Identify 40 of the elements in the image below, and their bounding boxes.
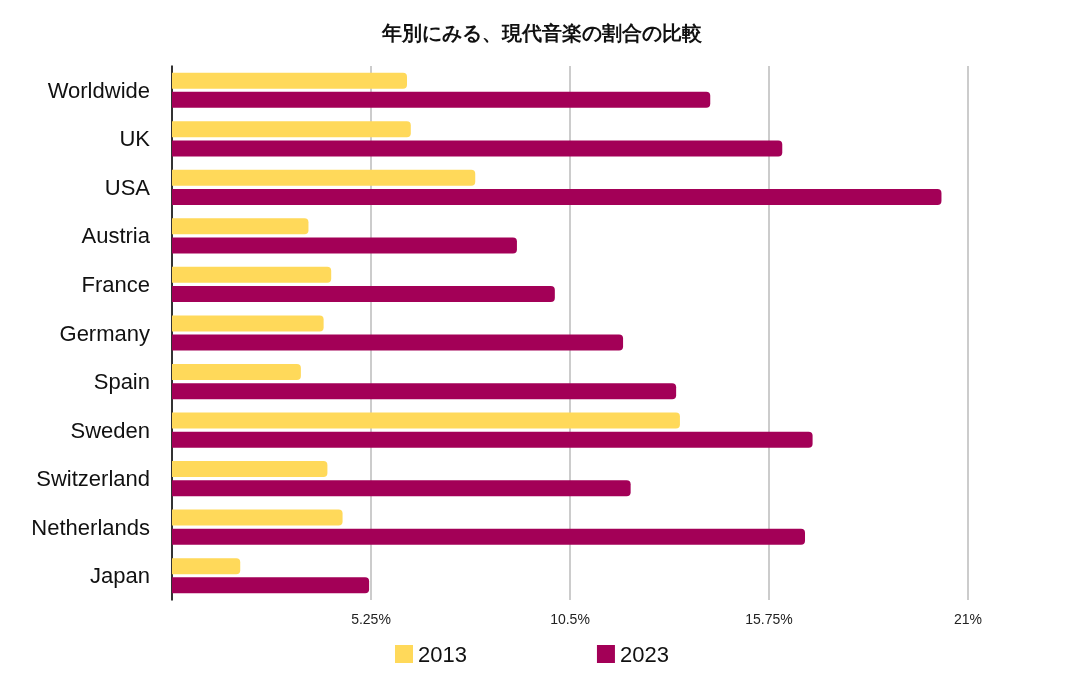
bar xyxy=(172,91,711,108)
bar xyxy=(172,72,408,89)
y-tick-label: Austria xyxy=(81,223,151,249)
legend-label: 2013 xyxy=(418,641,467,667)
bar xyxy=(172,412,680,429)
bar xyxy=(172,218,309,235)
legend-label: 2023 xyxy=(619,641,669,667)
bar xyxy=(172,121,411,138)
y-tick-label: France xyxy=(81,271,150,297)
bar xyxy=(172,480,631,497)
bar xyxy=(172,169,476,186)
bar xyxy=(172,237,517,254)
x-tick-label: 21% xyxy=(953,611,983,627)
bar xyxy=(172,431,813,448)
chart-title: 年別にみる、現代音楽の割合の比較 xyxy=(381,22,703,44)
y-tick-label: Spain xyxy=(93,369,150,395)
x-tick-label: 15.75% xyxy=(745,611,793,627)
x-tick-label: 10.5% xyxy=(550,611,590,627)
y-tick-label: Netherlands xyxy=(31,514,150,540)
y-tick-label: Japan xyxy=(90,563,150,589)
bar xyxy=(172,334,624,351)
bar xyxy=(172,528,806,545)
bar xyxy=(172,577,370,594)
y-tick-label: UK xyxy=(119,126,151,152)
bar xyxy=(172,383,677,400)
bar xyxy=(172,461,328,478)
y-tick-label: Sweden xyxy=(70,417,150,443)
y-tick-label: Switzerland xyxy=(36,466,150,492)
y-tick-label: Germany xyxy=(59,320,150,346)
bar xyxy=(172,140,783,157)
bar xyxy=(172,266,332,283)
bar xyxy=(172,188,942,205)
bar xyxy=(172,558,241,575)
bar xyxy=(172,509,343,526)
bar xyxy=(172,363,301,380)
bar xyxy=(172,315,324,332)
y-tick-label: Worldwide xyxy=(47,77,150,103)
x-tick-label: 5.25% xyxy=(351,611,391,627)
y-tick-label: USA xyxy=(104,174,151,200)
bar xyxy=(172,286,555,303)
